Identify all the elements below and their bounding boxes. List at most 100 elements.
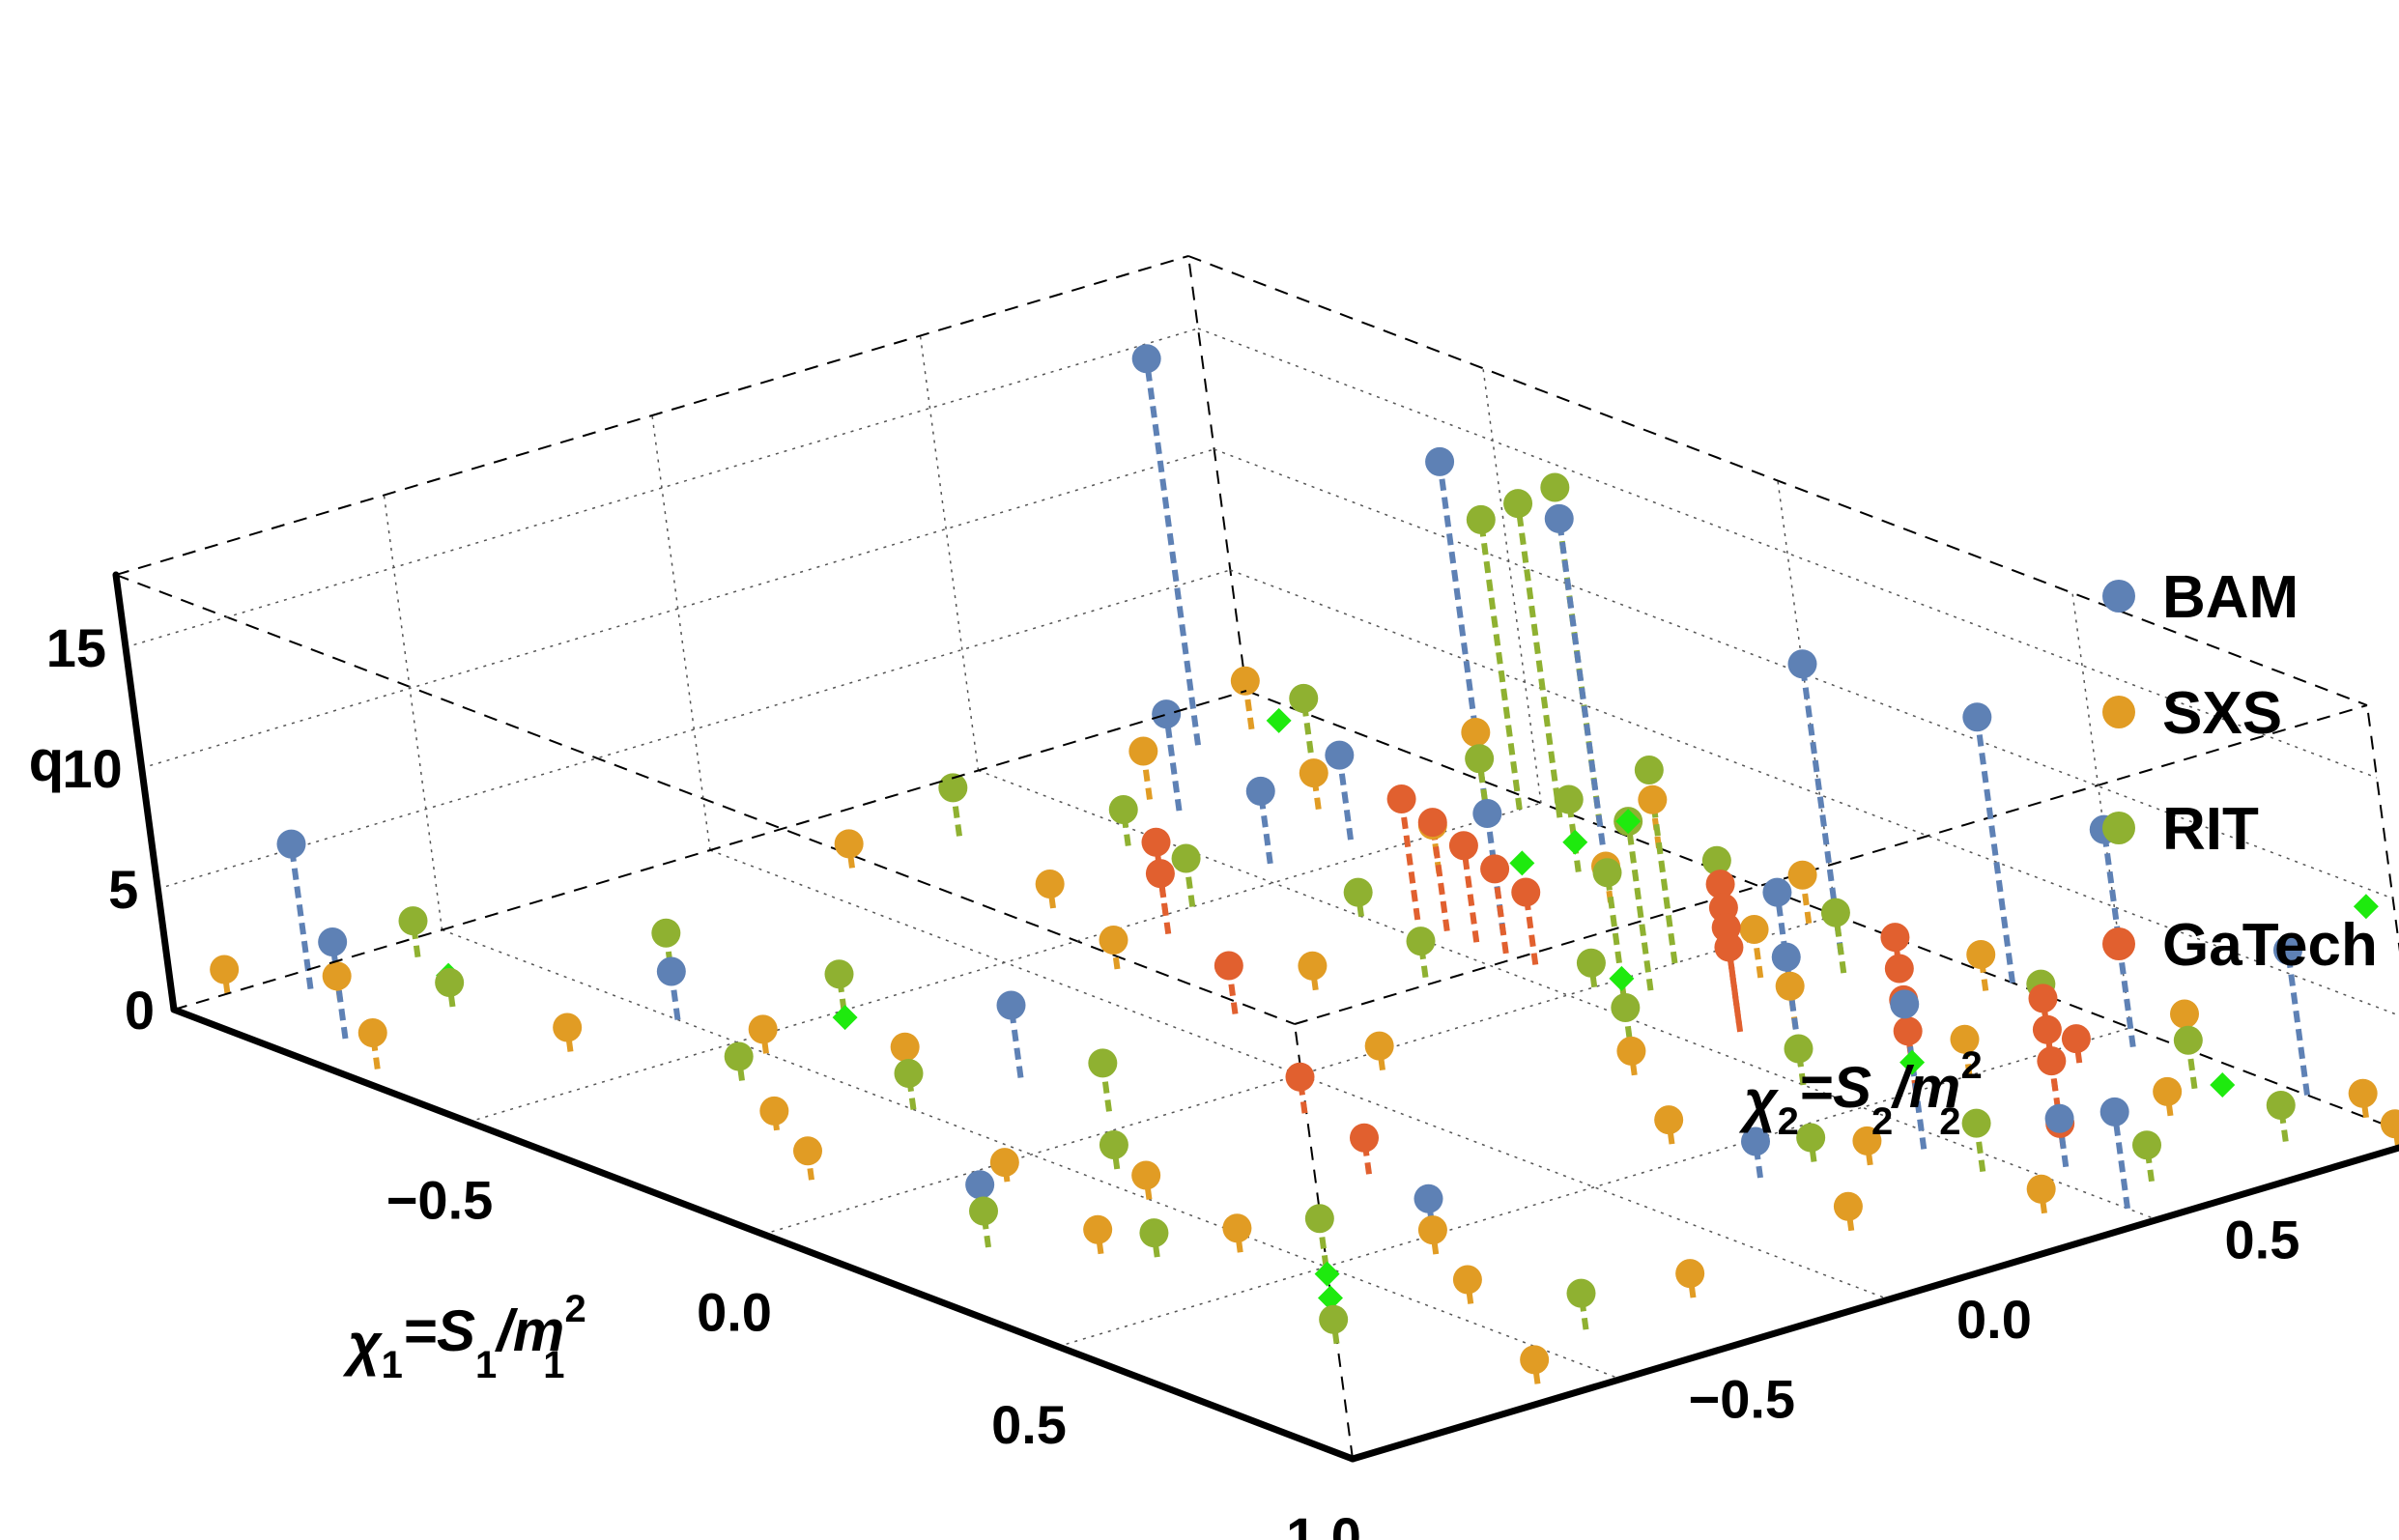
drop-line — [288, 843, 314, 990]
tick-labels: −0.50.00.51.0−0.50.00.51.0051015 — [46, 617, 2300, 1540]
data-point-bam — [1762, 877, 1792, 907]
drop-line — [1477, 519, 1523, 811]
data-point-rit — [651, 918, 681, 948]
data-point-rit — [894, 1059, 924, 1088]
axis-label-part: 2 — [1961, 1044, 1983, 1087]
data-point-gatech — [1350, 1123, 1379, 1153]
axis-label-part: χ — [342, 1312, 384, 1377]
data-point-rit — [398, 906, 428, 936]
data-point-bam — [1131, 344, 1161, 374]
data-point-sxs — [1230, 666, 1260, 696]
data-point-gatech — [1705, 870, 1735, 899]
data-point-rit — [1099, 1130, 1128, 1159]
data-point-sxs — [1638, 784, 1668, 814]
data-point-sxs — [2153, 1076, 2183, 1106]
data-point-highlight — [1899, 1049, 1926, 1075]
data-point-gatech — [1145, 859, 1175, 889]
grid-line — [1197, 328, 2378, 779]
data-point-gatech — [2037, 1046, 2067, 1076]
y-tick-label: −0.5 — [1689, 1369, 1796, 1430]
data-point-bam — [1152, 699, 1182, 729]
axis-label-part: χ — [1738, 1069, 1780, 1133]
data-point-bam — [1472, 799, 1502, 828]
data-point-sxs — [1966, 940, 1996, 969]
box-back-edges — [115, 255, 2399, 1460]
drop-line — [1625, 820, 1654, 991]
drop-line — [1460, 844, 1480, 943]
data-point-highlight — [2353, 894, 2379, 920]
data-point-sxs — [759, 1096, 789, 1126]
data-point-rit — [1796, 1123, 1826, 1153]
drop-line — [369, 1032, 381, 1069]
data-point-rit — [1139, 1218, 1169, 1248]
data-point-rit — [1820, 898, 1850, 927]
box-edge-back — [1187, 255, 1247, 692]
x-axis-line — [170, 1006, 1357, 1463]
z-tick-label: 5 — [108, 859, 138, 920]
grid-line — [125, 328, 1199, 648]
data-point-bam — [996, 990, 1026, 1020]
data-point-gatech — [1880, 923, 1910, 953]
data-point-rit — [1540, 472, 1570, 502]
drop-line — [1645, 769, 1678, 964]
y-tick-label: 0.0 — [1956, 1289, 2032, 1350]
data-point-sxs — [1852, 1126, 1882, 1155]
data-point-bam — [1544, 503, 1574, 533]
data-point-sxs — [2170, 999, 2199, 1029]
grid-line — [468, 802, 1542, 1123]
x-tick-label: 0.0 — [697, 1282, 772, 1343]
data-point-rit — [1171, 843, 1201, 873]
data-point-sxs — [553, 1012, 583, 1042]
drop-line — [1901, 1003, 1928, 1150]
drop-line — [1120, 809, 1131, 846]
drop-line — [1892, 936, 1911, 1035]
data-point-rit — [1088, 1048, 1118, 1078]
box-edge-back — [115, 255, 1189, 576]
data-point-rit — [1343, 877, 1373, 907]
legend-label-gatech: GaTech — [2162, 912, 2378, 979]
data-point-rit — [938, 773, 968, 803]
data-point-rit — [2132, 1130, 2161, 1160]
axis-label-part: 2 — [1871, 1100, 1893, 1143]
grid-line — [1230, 569, 2399, 1016]
data-point-gatech — [2028, 984, 2058, 1013]
z-axis-label: q — [29, 728, 65, 793]
data-point-bam — [2099, 1097, 2129, 1126]
data-point-sxs — [1833, 1191, 1863, 1221]
z-tick-label: 10 — [62, 738, 122, 799]
grid-line — [2071, 592, 2131, 1028]
data-point-bam — [276, 829, 306, 859]
data-point-sxs — [834, 829, 864, 859]
drop-line — [2285, 950, 2310, 1096]
data-point-bam — [1425, 446, 1455, 476]
axis-label-part: 2 — [1778, 1100, 1799, 1143]
data-point-sxs — [1452, 1265, 1482, 1295]
axis-label-part: 2 — [565, 1288, 586, 1330]
data-point-rit — [1784, 1034, 1814, 1064]
data-point-sxs — [1520, 1345, 1550, 1375]
data-point-gatech — [1417, 808, 1447, 838]
drop-line — [1832, 912, 1847, 974]
data-point-sxs — [1787, 860, 1817, 890]
data-point-sxs — [2380, 1109, 2399, 1139]
axis-label-part: /m — [494, 1298, 564, 1363]
z-tick-label: 15 — [46, 617, 106, 678]
drop-line — [1603, 866, 1614, 903]
x-axis-label: χ1=S1/m 12 — [342, 1288, 586, 1386]
data-point-bam — [2273, 935, 2302, 965]
drop-line — [981, 1211, 991, 1248]
data-point-sxs — [1675, 1259, 1705, 1289]
grid-line — [709, 849, 1890, 1300]
data-point-gatech — [1448, 831, 1478, 861]
data-point-gatech — [1386, 784, 1416, 813]
axis-label-part: =S — [403, 1298, 475, 1363]
axis-label-part: 2 — [1939, 1100, 1960, 1143]
data-point-sxs — [210, 955, 240, 984]
data-point-rit — [1406, 927, 1436, 956]
data-point-gatech — [1141, 827, 1171, 857]
data-point-rit — [2266, 1091, 2296, 1120]
data-point-bam — [1741, 1126, 1770, 1156]
data-point-sxs — [1131, 1160, 1161, 1190]
data-point-bam — [1771, 942, 1801, 972]
